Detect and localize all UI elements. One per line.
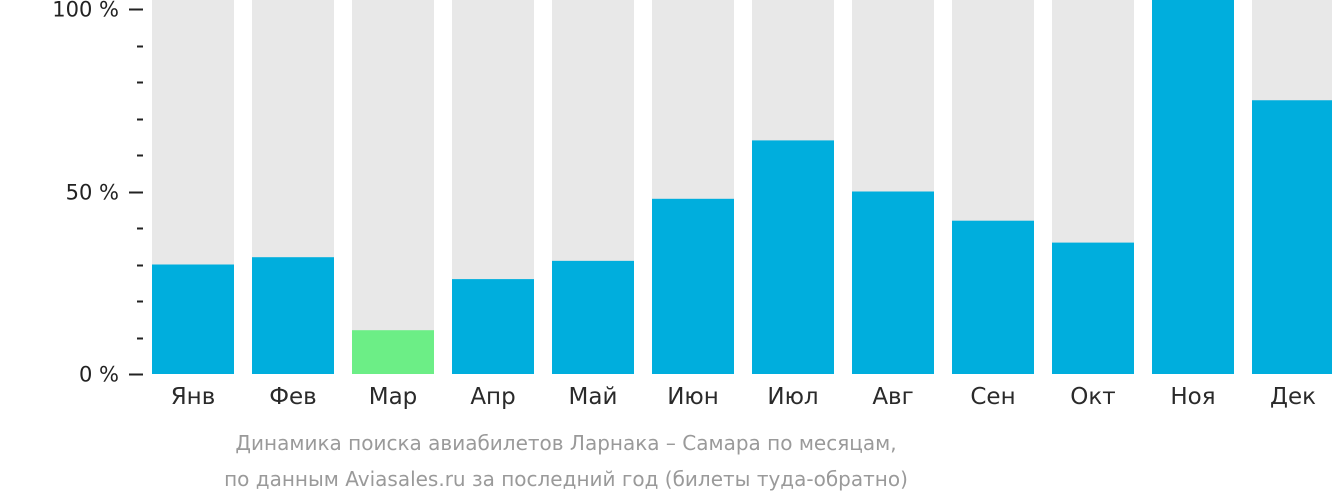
bar-Ноя [1152, 0, 1234, 374]
bar-Апр [452, 279, 534, 374]
bar-Фев [252, 257, 334, 374]
x-tick-label: Май [569, 384, 618, 410]
x-tick-label: Фев [269, 384, 317, 410]
bar-Авг [852, 191, 934, 374]
bar-Май [552, 260, 634, 374]
x-tick-label: Июл [767, 384, 818, 410]
bar-Июл [752, 140, 834, 374]
y-tick-label: 100 % [52, 0, 119, 22]
x-tick-label: Мар [369, 384, 418, 410]
x-tick-label: Июн [667, 384, 719, 410]
x-tick-label: Апр [470, 384, 515, 410]
x-tick-label: Янв [171, 384, 216, 410]
bar-Сен [952, 220, 1034, 374]
bar-chart: 0 % 50 % 100 % Янв Фев Мар Апр Май Июн Июл Авг Сен… [52, 0, 1332, 410]
bar-Янв [152, 264, 234, 374]
chart-caption-line-2: по данным Aviasales.ru за последний год … [224, 467, 908, 491]
bar-Дек [1252, 100, 1332, 374]
y-tick-label: 50 % [66, 181, 119, 205]
chart-caption-line-1: Динамика поиска авиабилетов Ларнака – Са… [235, 431, 897, 455]
x-tick-label: Ноя [1170, 384, 1215, 410]
bar-Июн [652, 198, 734, 374]
bar-Мар [352, 330, 434, 374]
bar-Окт [1052, 242, 1134, 374]
x-tick-label: Сен [970, 384, 1015, 410]
x-tick-label: Авг [872, 384, 913, 410]
bars-group [152, 0, 1332, 374]
y-axis: 0 % 50 % 100 % [52, 0, 143, 387]
bar-track [352, 0, 434, 374]
x-tick-label: Окт [1070, 384, 1115, 410]
y-tick-label: 0 % [79, 363, 119, 387]
x-tick-label: Дек [1270, 384, 1316, 410]
x-axis: Янв Фев Мар Апр Май Июн Июл Авг Сен Окт Ноя Дек [171, 384, 1316, 410]
